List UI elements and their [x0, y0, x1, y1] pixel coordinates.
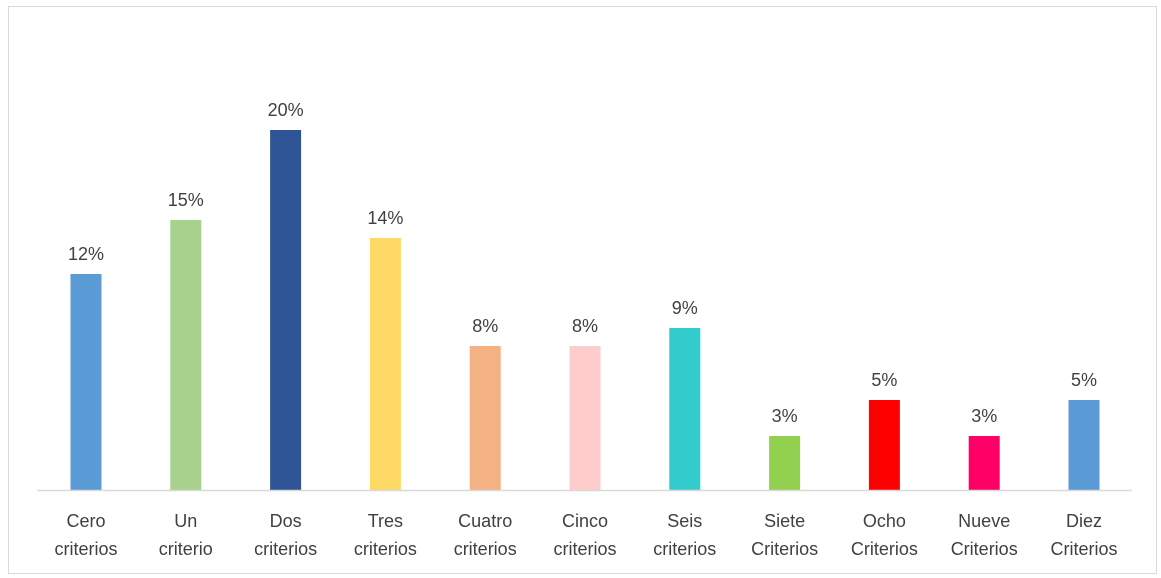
category-label-6-line-1: criterios	[653, 539, 716, 559]
category-labels-group: Cero criterios Un criterio Dos criterios Tres c…	[54, 511, 1117, 559]
bar-3	[369, 238, 401, 490]
value-labels-group: 12% 15% 20% 14% 8% 8% 9% 3% 5% 3% 5%	[68, 100, 1097, 426]
data-label-5: 8%	[572, 316, 598, 336]
category-label-0-line-0: Cero	[66, 511, 105, 531]
data-label-0: 12%	[68, 244, 104, 264]
category-label-3-line-1: criterios	[354, 539, 417, 559]
category-label-0-line-1: criterios	[54, 539, 117, 559]
data-label-6: 9%	[672, 298, 698, 318]
category-label-10-line-1: Criterios	[1050, 539, 1117, 559]
category-label-8-line-1: Criterios	[851, 539, 918, 559]
category-label-4-line-0: Cuatro	[458, 511, 512, 531]
category-label-7-line-1: Criterios	[751, 539, 818, 559]
category-label-9-line-0: Nueve	[958, 511, 1010, 531]
data-label-9: 3%	[971, 406, 997, 426]
category-label-1-line-1: criterio	[159, 539, 213, 559]
category-label-9-line-1: Criterios	[951, 539, 1018, 559]
bar-6	[669, 328, 701, 490]
data-label-10: 5%	[1071, 370, 1097, 390]
data-label-4: 8%	[472, 316, 498, 336]
category-label-5-line-1: criterios	[553, 539, 616, 559]
category-label-2-line-0: Dos	[270, 511, 302, 531]
category-label-5-line-0: Cinco	[562, 511, 608, 531]
bar-4	[469, 346, 501, 490]
bar-5	[569, 346, 601, 490]
category-label-10-line-0: Diez	[1066, 511, 1102, 531]
bar-2	[270, 130, 302, 490]
category-label-2-line-1: criterios	[254, 539, 317, 559]
data-label-2: 20%	[268, 100, 304, 120]
data-label-3: 14%	[367, 208, 403, 228]
bar-10	[1068, 400, 1100, 490]
category-label-1-line-0: Un	[174, 511, 197, 531]
bar-7	[769, 436, 801, 490]
bar-8	[868, 400, 900, 490]
bar-0	[70, 274, 102, 490]
bar-1	[170, 220, 202, 490]
category-label-8-line-0: Ocho	[863, 511, 906, 531]
data-label-8: 5%	[871, 370, 897, 390]
bar-9	[968, 436, 1000, 490]
bars-group	[70, 130, 1100, 490]
data-label-1: 15%	[168, 190, 204, 210]
data-label-7: 3%	[772, 406, 798, 426]
category-label-4-line-1: criterios	[454, 539, 517, 559]
category-label-6-line-0: Seis	[667, 511, 702, 531]
category-label-7-line-0: Siete	[764, 511, 805, 531]
category-label-3-line-0: Tres	[368, 511, 403, 531]
